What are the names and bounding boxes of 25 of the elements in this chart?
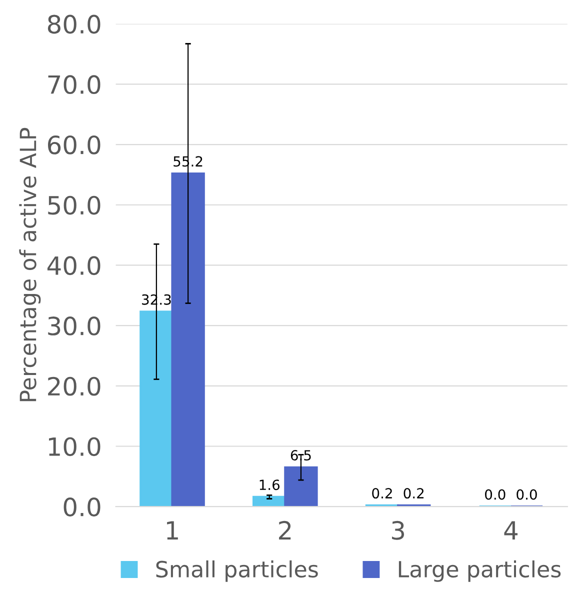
bar xyxy=(140,310,174,507)
data-label: 1.6 xyxy=(260,480,280,490)
data-label: 0.0 xyxy=(485,489,506,500)
bar xyxy=(284,466,318,507)
y-tick-label: 20.0 xyxy=(48,376,100,396)
y-tick-label: 80.0 xyxy=(48,14,100,34)
legend-label: Large particles xyxy=(398,560,561,582)
y-tick-label: 10.0 xyxy=(48,437,100,456)
data-label: 0.2 xyxy=(372,488,392,499)
data-label: 0.0 xyxy=(516,489,537,500)
x-tick-label: 4 xyxy=(504,521,518,540)
bar xyxy=(171,172,205,507)
x-tick-label: 3 xyxy=(392,520,404,540)
y-tick-label: 0.0 xyxy=(64,498,100,516)
x-tick-label: 2 xyxy=(279,520,291,540)
legend-label: Small particles xyxy=(156,560,318,582)
y-tick-label: 70.0 xyxy=(48,75,100,94)
y-tick-label: 30.0 xyxy=(48,316,100,336)
y-tick-label: 60.0 xyxy=(48,135,100,154)
data-label: 6.5 xyxy=(290,450,311,461)
y-axis-title: Percentage of active ALP xyxy=(19,128,41,402)
data-label: 0.2 xyxy=(404,488,424,499)
x-tick-label: 1 xyxy=(167,521,178,540)
y-tick-label: 50.0 xyxy=(48,196,100,215)
y-tick-label: 40.0 xyxy=(47,256,100,276)
